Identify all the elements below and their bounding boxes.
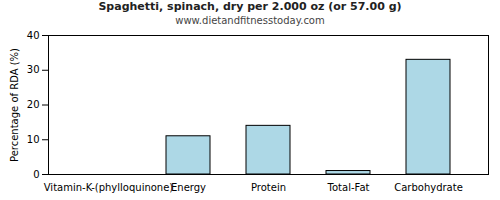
html-text:Spaghetti, spinach, dry per 2.: Spaghetti, spinach, dry per 2.000 oz (or… (98, 0, 402, 13)
svg-text:Protein: Protein (251, 182, 286, 193)
html-text:www.dietandfitnesstoday.com: www.dietandfitnesstoday.com (175, 15, 325, 26)
svg-text:Total-Fat: Total-Fat (327, 182, 370, 193)
svg-text:0: 0 (33, 169, 39, 180)
svg-text:Vitamin-K-(phylloquinone): Vitamin-K-(phylloquinone) (44, 182, 174, 193)
svg-text:20: 20 (27, 99, 40, 110)
svg-text:Percentage of RDA (%): Percentage of RDA (%) (9, 48, 20, 162)
svg-text:Carbohydrate: Carbohydrate (394, 182, 463, 193)
svg-text:30: 30 (27, 64, 40, 75)
svg-text:40: 40 (27, 30, 40, 41)
svg-text:10: 10 (27, 134, 40, 145)
svg-text:Energy: Energy (171, 182, 206, 193)
